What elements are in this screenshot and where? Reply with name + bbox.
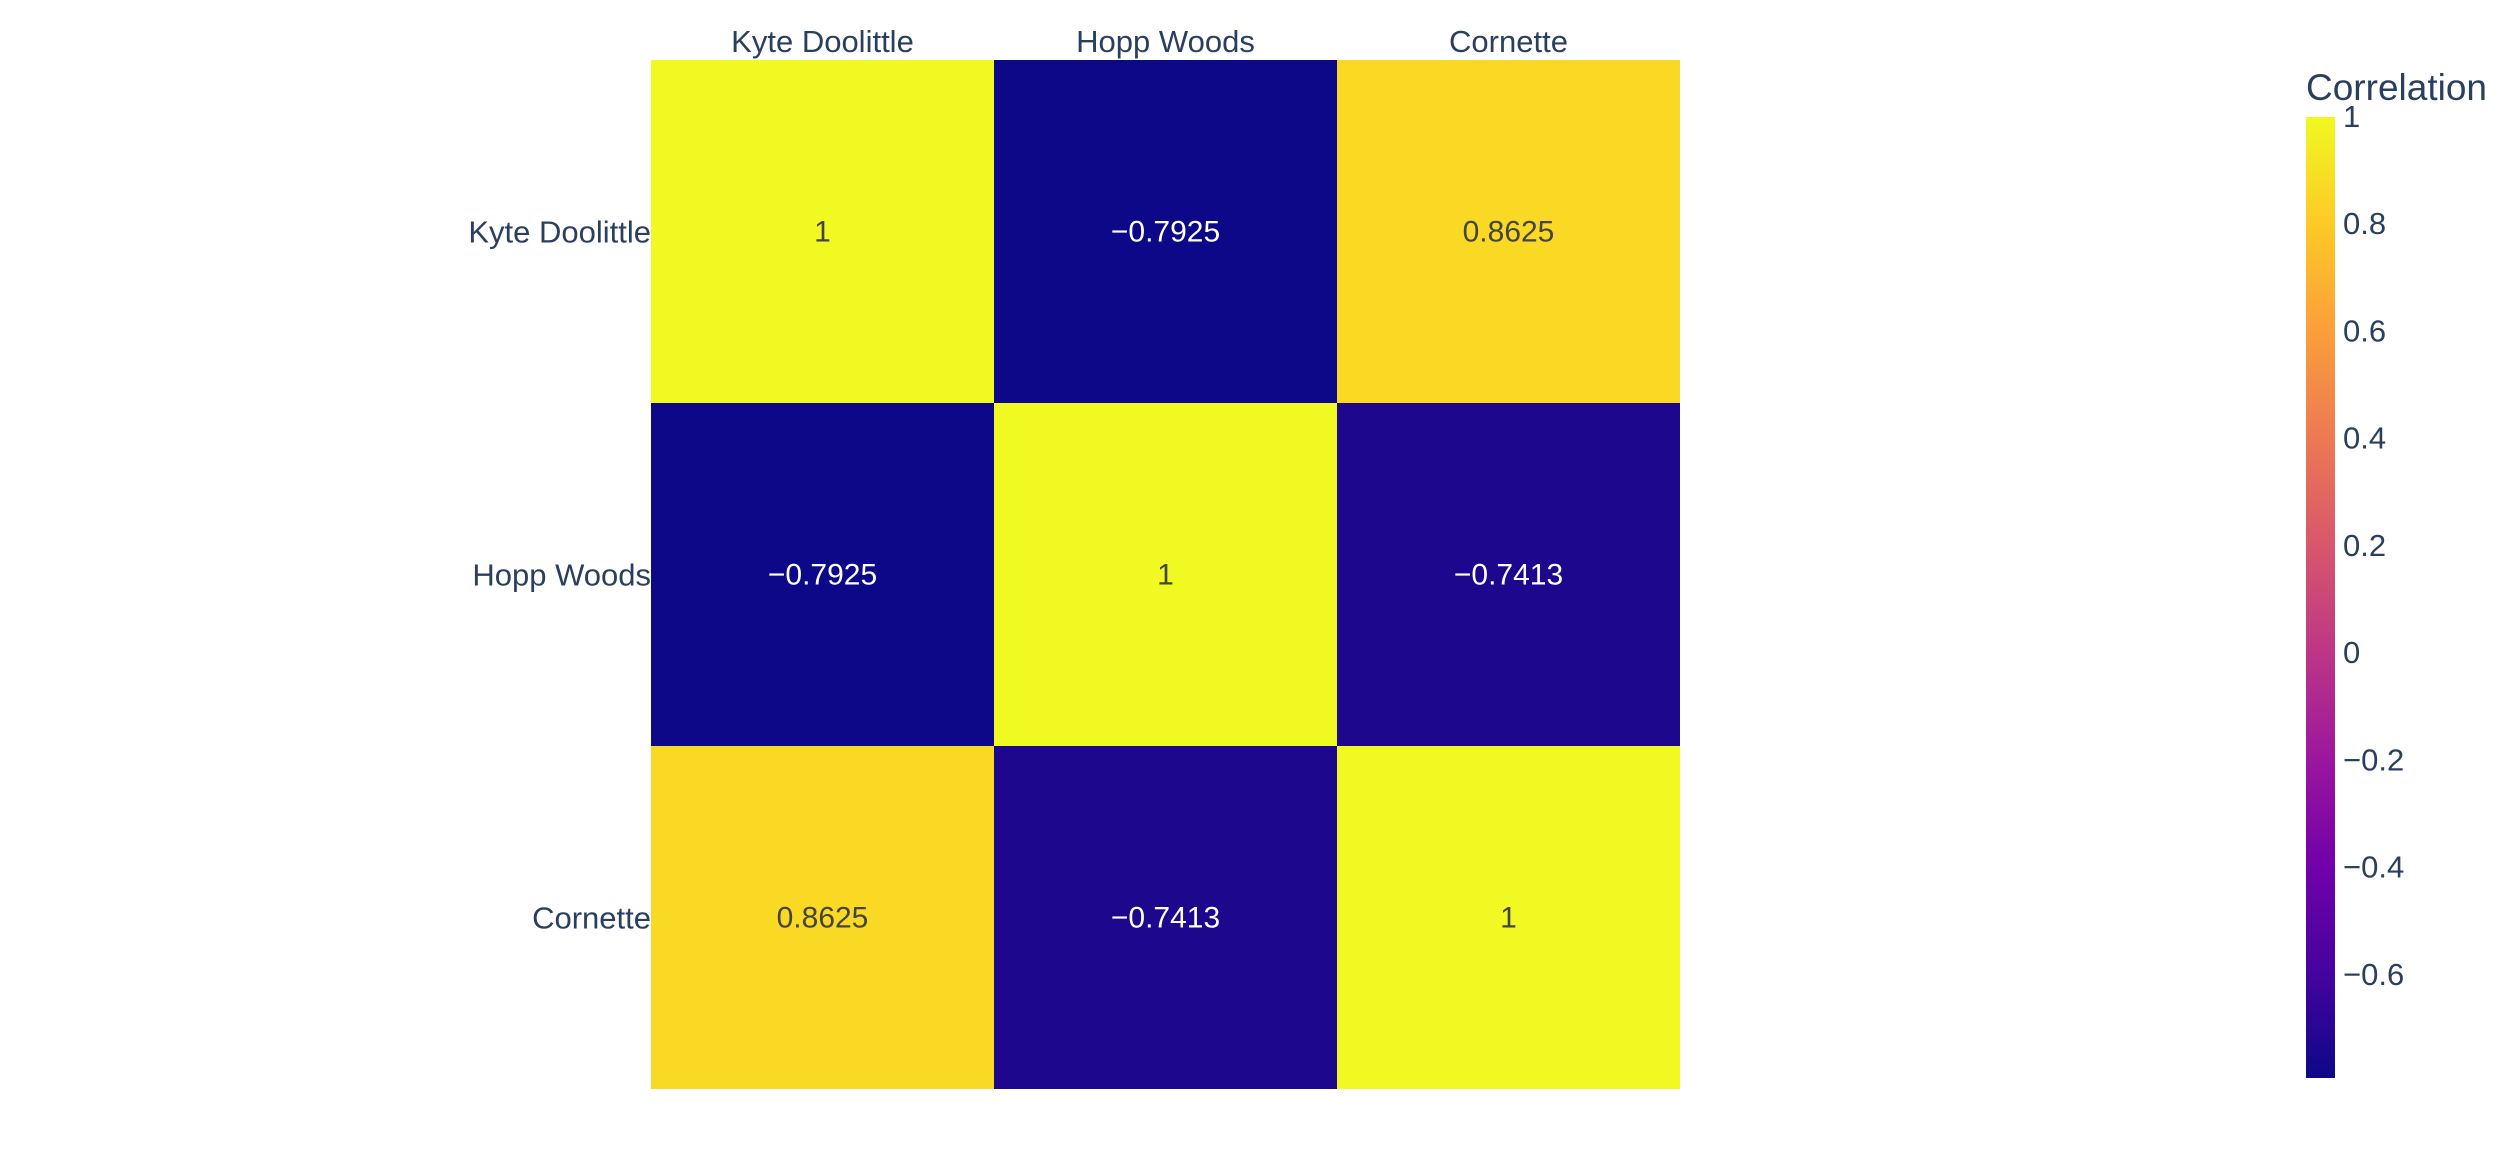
colorbar-tick-label: −0.2 xyxy=(2343,742,2404,777)
y-tick-label-hopp-woods: Hopp Woods xyxy=(472,558,651,593)
heatmap-cell-label: 0.8625 xyxy=(1463,216,1555,249)
heatmap-cell-kyte-doolittle-cornette xyxy=(1337,60,1680,403)
colorbar-tick-label: 0.2 xyxy=(2343,528,2386,563)
heatmap-cell-label: −0.7925 xyxy=(1111,216,1220,249)
colorbar-tick-label: 0.8 xyxy=(2343,206,2386,241)
colorbar-tick-label: 0.6 xyxy=(2343,313,2386,348)
colorbar-tick-labels: 1 0.8 0.6 0.4 0.2 0 −0.2 −0.4 −0.6 xyxy=(2343,99,2404,992)
x-tick-label-cornette: Cornette xyxy=(1449,24,1568,59)
heatmap-cell-label: −0.7925 xyxy=(768,559,877,592)
colorbar-gradient xyxy=(2306,117,2335,1078)
colorbar-title: Correlation xyxy=(2306,67,2487,108)
y-tick-label-cornette: Cornette xyxy=(532,901,651,936)
heatmap-cell-label: −0.7413 xyxy=(1454,559,1563,592)
colorbar-tick-label: 0.4 xyxy=(2343,421,2386,456)
heatmap-cell-label: 0.8625 xyxy=(777,902,869,935)
heatmap-cell-hopp-woods-kyte-doolittle xyxy=(651,403,994,746)
heatmap-cell-label: −0.7413 xyxy=(1111,902,1220,935)
heatmap-cell-hopp-woods-hopp-woods xyxy=(994,403,1337,746)
colorbar-tick-label: −0.4 xyxy=(2343,850,2404,885)
heatmap-cell-kyte-doolittle-kyte-doolittle xyxy=(651,60,994,403)
heatmap-cell-label: 1 xyxy=(1500,902,1517,935)
heatmap-cell-label: 1 xyxy=(1157,559,1174,592)
colorbar: Correlation 1 0.8 0.6 0.4 0.2 0 −0.2 −0.4 −0.6 xyxy=(2306,67,2487,1078)
colorbar-tick-label: 1 xyxy=(2343,99,2360,134)
heatmap-cell-kyte-doolittle-hopp-woods xyxy=(994,60,1337,403)
colorbar-tick-label: −0.6 xyxy=(2343,957,2404,992)
x-tick-label-kyte-doolittle: Kyte Doolittle xyxy=(731,24,914,59)
x-axis-tick-labels: Kyte Doolittle Hopp Woods Cornette xyxy=(731,24,1568,59)
heatmap-cells xyxy=(651,60,1680,1089)
heatmap-cell-label: 1 xyxy=(814,216,831,249)
heatmap-cell-cornette-hopp-woods xyxy=(994,746,1337,1089)
x-tick-label-hopp-woods: Hopp Woods xyxy=(1076,24,1255,59)
heatmap-cell-hopp-woods-cornette xyxy=(1337,403,1680,746)
y-tick-label-kyte-doolittle: Kyte Doolittle xyxy=(468,215,651,250)
y-axis-tick-labels: Kyte Doolittle Hopp Woods Cornette xyxy=(468,215,651,936)
heatmap-cell-cornette-cornette xyxy=(1337,746,1680,1089)
colorbar-tick-label: 0 xyxy=(2343,635,2360,670)
heatmap-cell-labels: 1 −0.7925 0.8625 −0.7925 1 −0.7413 0.8625 −0.74… xyxy=(768,216,1563,935)
heatmap-cell-cornette-kyte-doolittle xyxy=(651,746,994,1089)
